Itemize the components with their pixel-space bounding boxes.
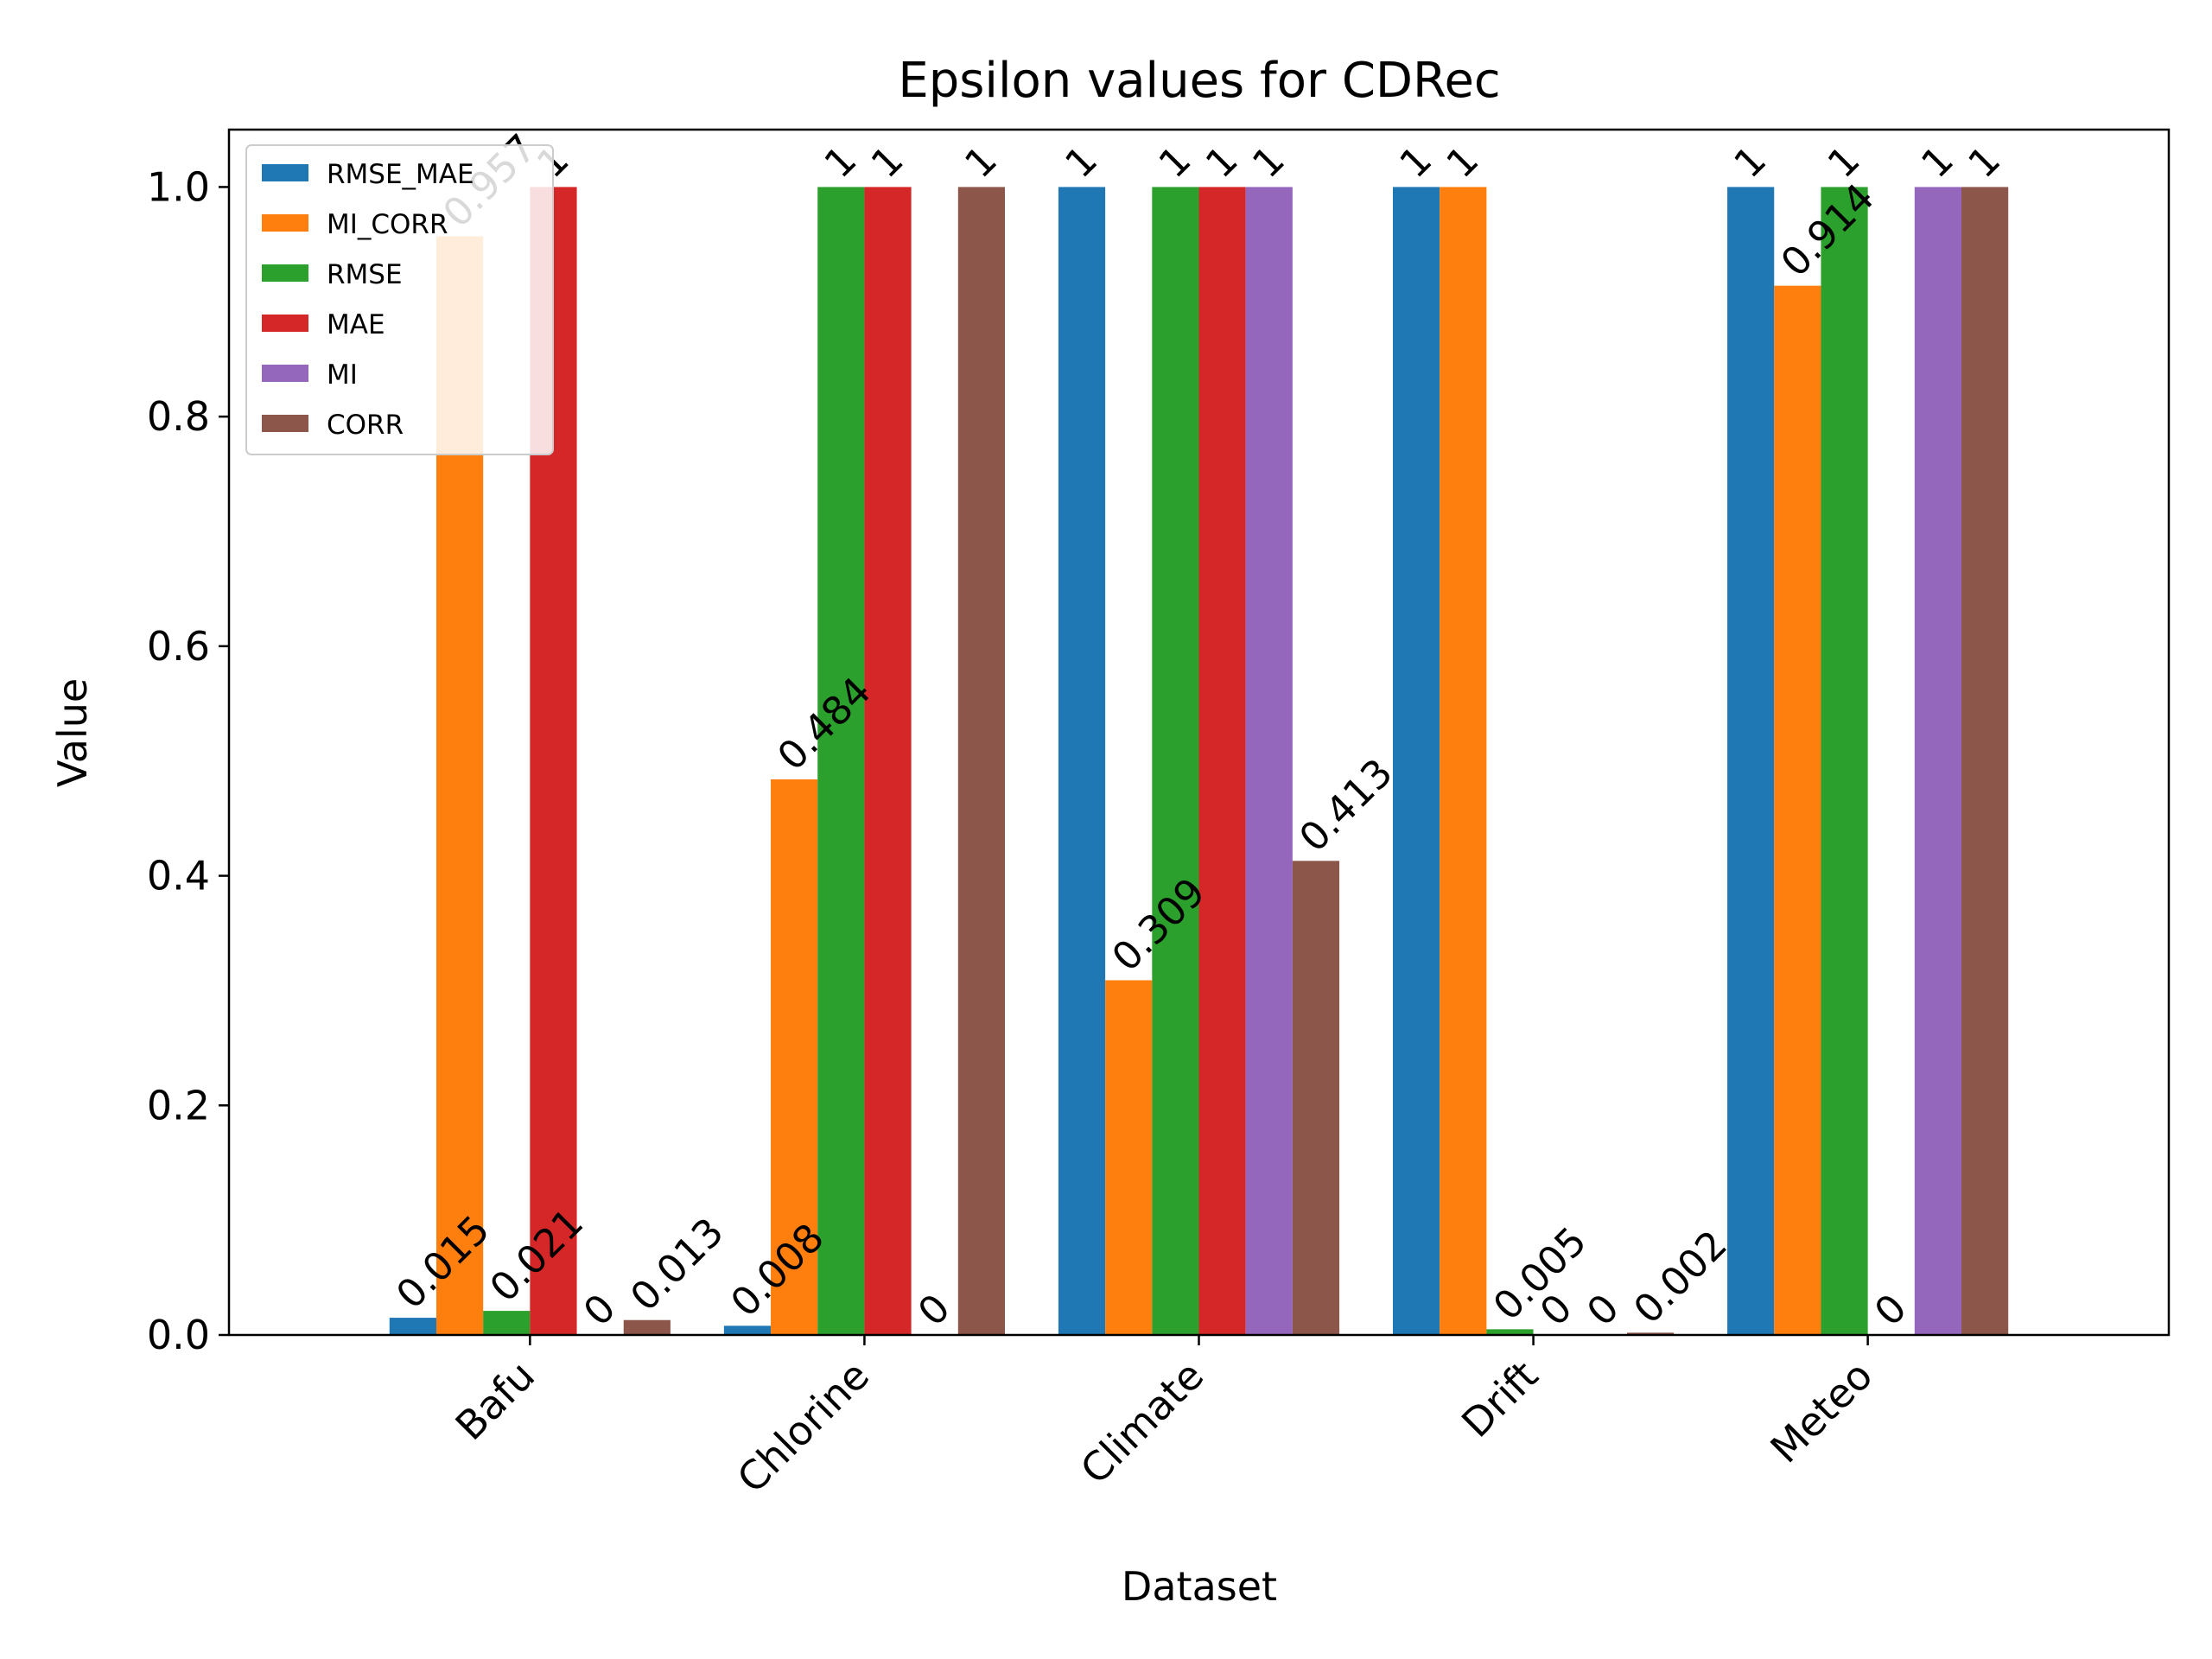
legend-swatch-mi: [262, 365, 308, 382]
y-tick-label: 0.8: [147, 393, 210, 440]
bar-rmse-mae-meteo: [1727, 187, 1775, 1335]
chart-title: Epsilon values for CDRec: [898, 53, 1500, 109]
y-tick-label: 0.2: [147, 1082, 210, 1128]
bar-rmse-mae-drift: [1393, 187, 1440, 1335]
bar-corr-drift: [1626, 1332, 1675, 1335]
legend-box: [245, 144, 554, 455]
legend: RMSE_MAE MI_CORR RMSE MAE MI CORR: [245, 144, 554, 455]
legend-swatch-mae: [262, 315, 308, 332]
legend-label-rmse-mae: RMSE_MAE: [327, 159, 474, 190]
legend-label-corr: CORR: [327, 410, 404, 441]
bar-corr-bafu: [623, 1319, 671, 1335]
y-tick-label: 1.0: [147, 163, 210, 210]
bar-rmse-bafu: [483, 1311, 531, 1335]
x-axis-title: Dataset: [1122, 1563, 1277, 1610]
legend-swatch-rmse: [262, 264, 308, 282]
bar-rmse-meteo: [1821, 187, 1868, 1335]
legend-label-mi-corr: MI_CORR: [327, 209, 448, 240]
bar-mi-climate: [1245, 187, 1293, 1335]
bar-mi-meteo: [1914, 187, 1962, 1335]
bar-mi-corr-meteo: [1774, 285, 1821, 1336]
bars-group: [389, 187, 2009, 1336]
bar-mae-chlorine: [864, 187, 912, 1335]
legend-swatch-rmse-mae: [262, 164, 308, 181]
bar-rmse-mae-chlorine: [723, 1325, 772, 1335]
bar-rmse-drift: [1486, 1329, 1534, 1335]
legend-label-rmse: RMSE: [327, 259, 403, 290]
bar-corr-chlorine: [957, 187, 1005, 1335]
y-tick-label: 0.6: [147, 623, 210, 670]
bar-mi-corr-chlorine: [771, 779, 818, 1335]
bar-corr-climate: [1292, 861, 1340, 1335]
legend-label-mi: MI: [327, 359, 358, 391]
bar-mi-corr-drift: [1440, 187, 1487, 1335]
legend-label-mae: MAE: [327, 309, 385, 340]
bar-rmse-climate: [1152, 187, 1199, 1335]
bar-rmse-chlorine: [817, 187, 865, 1335]
bar-corr-meteo: [1961, 187, 2009, 1335]
bar-rmse-mae-climate: [1058, 187, 1106, 1335]
legend-swatch-mi-corr: [262, 214, 308, 232]
bar-rmse-mae-bafu: [389, 1318, 436, 1335]
legend-swatch-corr: [262, 415, 308, 432]
y-tick-label: 0.0: [147, 1312, 210, 1358]
bar-mi-corr-climate: [1105, 980, 1153, 1335]
bar-mae-climate: [1198, 187, 1246, 1335]
plot-frame: [227, 128, 2171, 1337]
y-axis: 0.0 0.2 0.4 0.6 0.8 1.0: [147, 163, 229, 1358]
y-tick-label: 0.4: [147, 853, 210, 899]
y-axis-title: Value: [49, 678, 96, 787]
